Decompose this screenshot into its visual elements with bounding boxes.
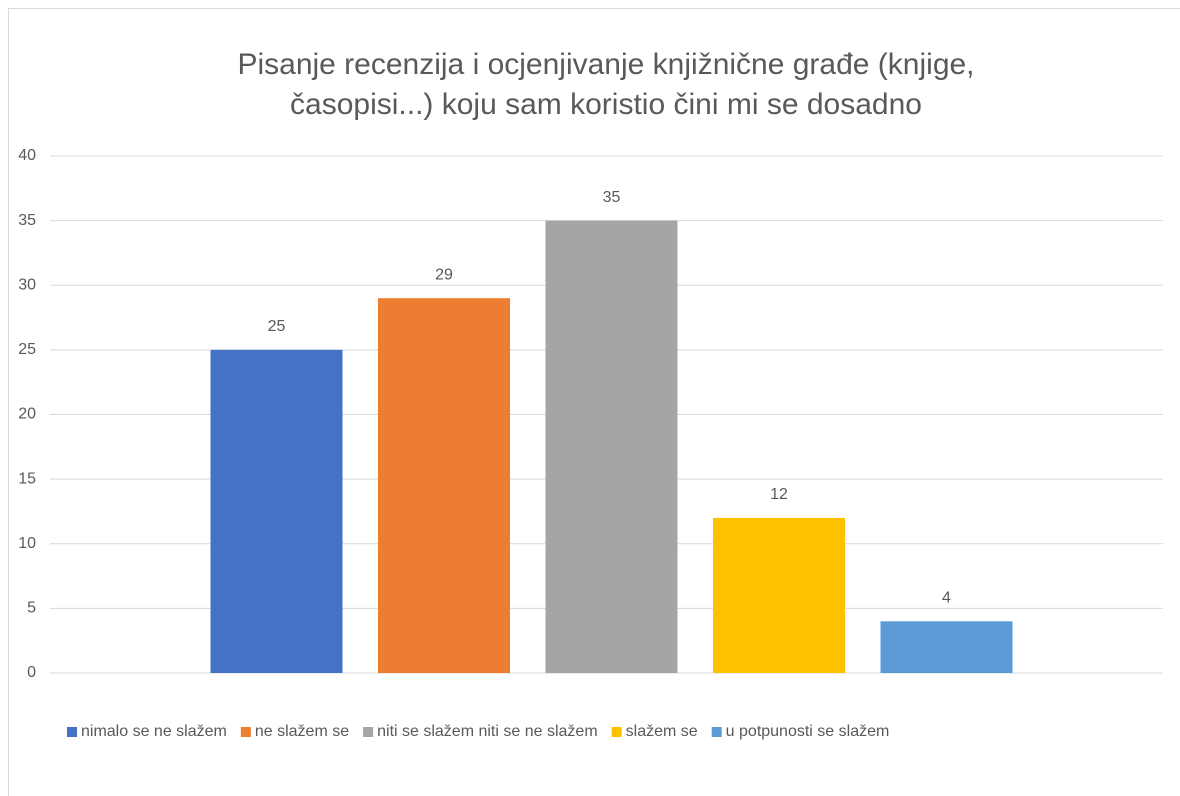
y-tick-label: 0 bbox=[27, 664, 36, 681]
bar bbox=[545, 220, 678, 673]
data-label: 12 bbox=[770, 486, 788, 503]
data-label: 4 bbox=[942, 590, 951, 607]
data-label: 25 bbox=[268, 318, 286, 335]
bar bbox=[713, 517, 845, 673]
y-tick-label: 40 bbox=[18, 147, 36, 164]
y-tick-label: 5 bbox=[27, 600, 36, 617]
y-tick-label: 35 bbox=[18, 212, 36, 229]
legend-swatch bbox=[240, 727, 251, 737]
legend-swatch bbox=[363, 727, 374, 737]
legend-label: ne slažem se bbox=[255, 723, 349, 740]
legend-swatch bbox=[611, 727, 622, 737]
bar bbox=[880, 621, 1013, 673]
legend-swatch bbox=[67, 727, 77, 737]
data-label: 35 bbox=[603, 189, 621, 206]
chart-title: Pisanje recenzija i ocjenjivanje knjižni… bbox=[237, 48, 974, 81]
y-tick-label: 15 bbox=[18, 470, 36, 487]
legend-swatch bbox=[711, 727, 722, 737]
chart-title: časopisi...) koju sam koristio čini mi s… bbox=[290, 88, 922, 121]
legend-label: slažem se bbox=[626, 723, 698, 740]
data-label: 29 bbox=[435, 266, 453, 283]
y-tick-label: 25 bbox=[18, 341, 36, 358]
bar bbox=[378, 298, 510, 673]
y-tick-label: 30 bbox=[18, 276, 36, 293]
legend-label: niti se slažem niti se ne slažem bbox=[377, 723, 598, 740]
legend-label: u potpunosti se slažem bbox=[726, 723, 890, 740]
y-tick-label: 10 bbox=[18, 535, 36, 552]
bar bbox=[210, 349, 343, 673]
legend-label: nimalo se ne slažem bbox=[81, 723, 227, 740]
y-tick-label: 20 bbox=[18, 406, 36, 423]
